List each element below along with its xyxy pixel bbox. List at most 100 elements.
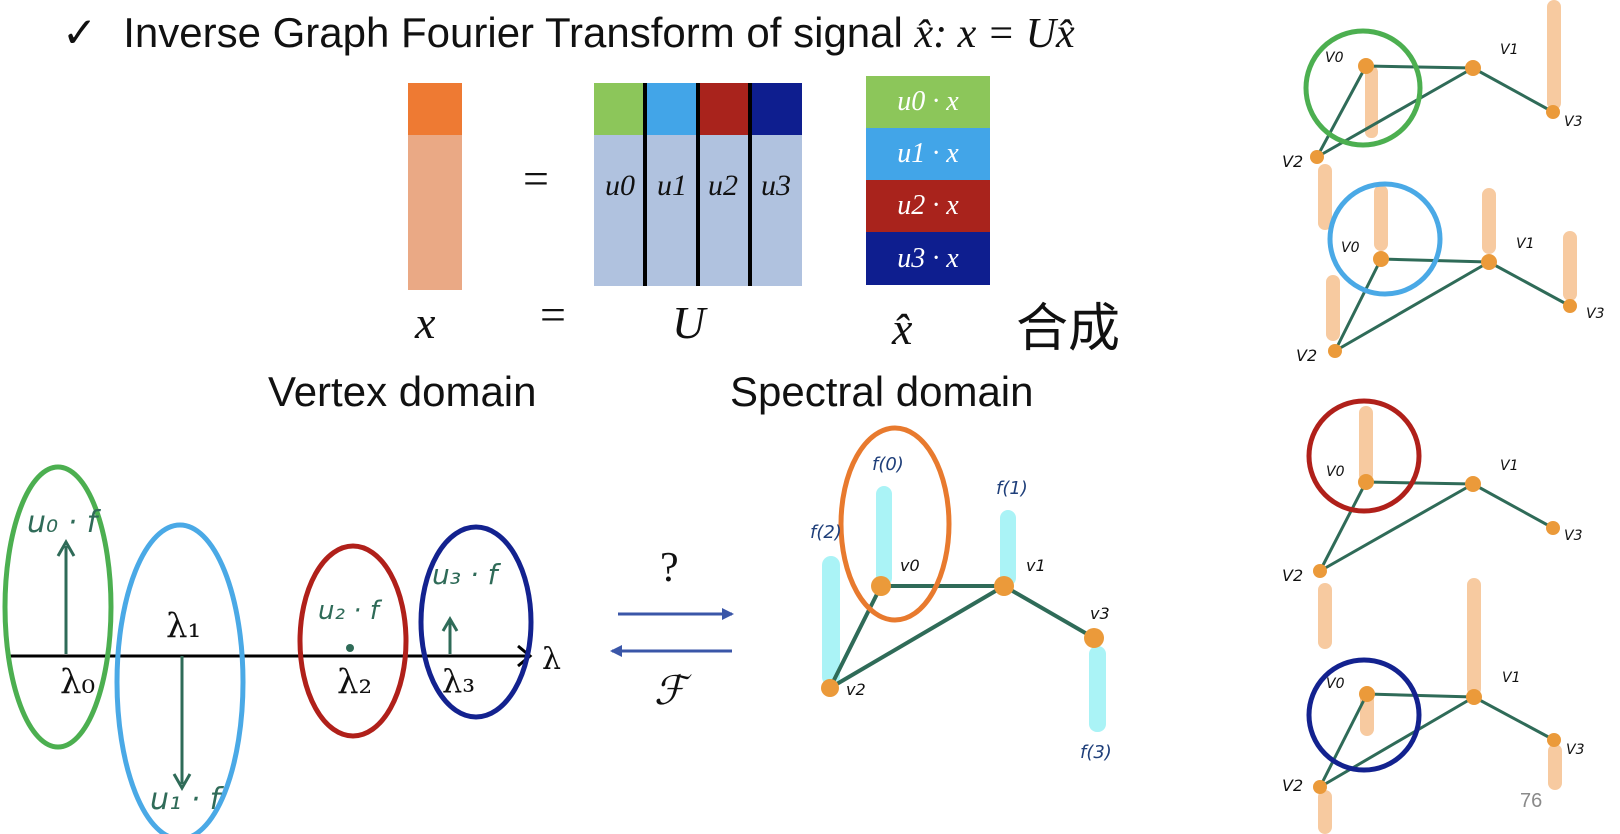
bar-v1 [1482,188,1496,254]
coef-u0: u0 · x [866,76,990,128]
stem-u2-dot [346,644,354,652]
node [1359,686,1375,702]
node [1481,254,1497,270]
ellipse-lambda1 [114,522,246,834]
stem-u3-head [441,616,459,632]
coef-u2: u2 · x [866,180,990,232]
bar-v2 [1318,790,1332,834]
node [1358,58,1374,74]
highlight-circle [1327,181,1443,297]
edge [1365,64,1474,70]
fourier-label: ℱ [654,668,686,714]
ellipse-lambda2 [297,543,409,739]
u1-label: u1 [657,169,687,202]
edge-v1-v2 [828,584,1006,690]
label-v2: v2 [846,680,866,699]
side2-v1: V1 [1516,236,1535,252]
edge [1318,481,1368,572]
spectrum-plot [2,464,534,834]
edge [1365,480,1474,486]
u2-label: u2 [708,169,738,202]
node [1546,521,1560,535]
node [1563,299,1577,313]
label-lambda-axis: λ [542,642,562,677]
edge-v0-v2 [828,585,883,689]
ellipse-lambda3 [418,524,534,720]
transform-arrows [610,608,734,657]
u2-header [698,83,750,135]
column-divider [748,83,752,286]
label-u2f: u₂ · f [318,596,379,626]
question-label: ? [660,545,679,591]
side1-v3: V3 [1564,114,1583,130]
bar-v3 [1547,0,1561,110]
x-vector [408,83,462,290]
label-u1f: u₁ · f [150,782,221,817]
side2-v0: V0 [1341,240,1360,256]
side-graph-4 [1306,578,1562,834]
label-xhat: x̂ [892,303,913,354]
title-math: x̂: x = Ux̂ [914,11,1075,57]
edge [1319,695,1475,789]
edge [1366,692,1475,699]
u3-label: u3 [761,169,791,202]
coef-u1: u1 · x [866,128,990,180]
node [1313,780,1327,794]
node-v3 [1084,628,1104,648]
bar-f1 [1000,510,1016,586]
side4-v0: V0 [1326,676,1345,692]
page-number: 76 [1520,790,1543,812]
edge [1315,65,1368,158]
xhat-vector: u0 · x u1 · x u2 · x u3 · x [866,76,990,285]
highlight-circle [1306,398,1422,514]
label-f3: f(3) [1080,742,1112,763]
column-divider [696,83,700,286]
node [1328,344,1342,358]
node [1547,733,1561,747]
label-f1: f(1) [996,478,1028,499]
highlight-circle [1303,28,1423,148]
node [1313,564,1327,578]
node [1310,150,1324,164]
side2-v3: V3 [1586,306,1605,322]
u0-header [594,83,645,135]
label-f0: f(0) [872,454,904,475]
label-lambda1: λ₁ [166,606,202,646]
bar-v2 [1318,583,1332,649]
u1-header [645,83,698,135]
label-u0f: u₀ · f [27,505,98,540]
label-U: U [672,297,706,348]
side-graph-3 [1306,398,1560,649]
label-lambda0: λ₀ [60,662,96,702]
label-v0: v0 [900,556,920,575]
side1-v2: V2 [1282,152,1304,171]
label-f2: f(2) [810,522,842,543]
label-v3: v3 [1090,604,1110,623]
x-vector-top [408,83,462,135]
bar-v2b [1326,275,1340,341]
side3-v1: V1 [1500,458,1519,474]
u0-label: u0 [605,169,635,202]
bar-f0 [876,486,892,586]
u3-header [750,83,802,135]
node [1358,474,1374,490]
equals-sign-bottom: = [540,289,566,340]
inverse-arrow-head [610,645,622,657]
edge-v1-v3 [1002,584,1096,640]
side4-v2: V2 [1282,776,1304,795]
edge [1488,260,1571,308]
edge [1333,258,1383,352]
side-graph-1 [1303,0,1561,164]
coef-u3: u3 · x [866,232,990,285]
bar-v0 [1359,406,1373,482]
side-graph-2 [1318,164,1577,358]
bar-v0 [1365,66,1378,138]
slide-title: ✓ Inverse Graph Fourier Transform of sign… [62,8,1075,58]
side2-v2: V2 [1296,346,1318,365]
side1-v1: V1 [1500,42,1519,58]
side4-v3: V3 [1566,742,1585,758]
node [1466,689,1482,705]
label-u3f: u₃ · f [432,558,498,591]
side3-v0: V0 [1326,464,1345,480]
